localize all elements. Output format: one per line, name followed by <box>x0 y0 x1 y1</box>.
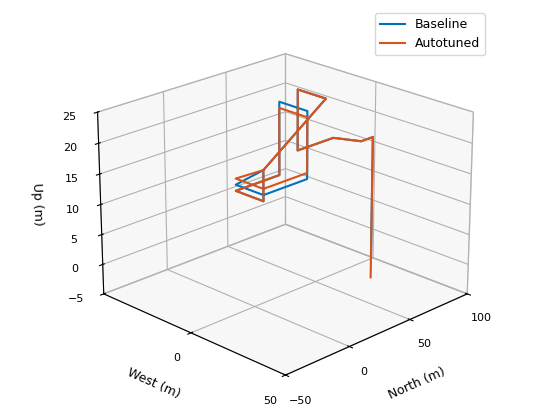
X-axis label: North (m): North (m) <box>387 365 447 402</box>
Legend: Baseline, Autotuned: Baseline, Autotuned <box>375 13 485 55</box>
Y-axis label: West (m): West (m) <box>125 366 183 401</box>
